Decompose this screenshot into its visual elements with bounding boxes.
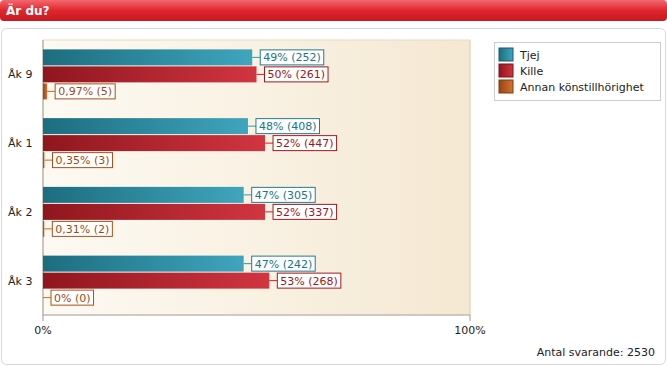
bar [43, 256, 244, 272]
label-box [277, 273, 341, 288]
bar [43, 273, 269, 289]
chart: Är du?0%100%49% (252)50% (261)0,97% (5)4… [0, 0, 667, 366]
data-label: 47% (305) [255, 189, 313, 202]
plot-area [43, 40, 470, 315]
tick-label: 100% [454, 324, 485, 337]
bar [43, 118, 248, 134]
label-connector [44, 160, 52, 161]
legend-swatch [499, 80, 513, 93]
label-connector [44, 228, 52, 229]
label-connector [252, 57, 260, 58]
label-box [52, 221, 112, 236]
bar [43, 83, 47, 99]
category-label: Åk 2 [8, 206, 32, 219]
label-box [265, 67, 329, 82]
label-connector [244, 263, 252, 264]
label-box [252, 187, 316, 202]
label-connector [47, 91, 55, 92]
label-box [273, 136, 337, 151]
data-label: 52% (447) [276, 137, 334, 150]
title: Är du? [6, 3, 50, 18]
bar [43, 66, 257, 82]
data-label: 52% (337) [276, 206, 334, 219]
label-connector [269, 280, 277, 281]
data-label: 0% (0) [54, 292, 91, 305]
data-label: 47% (242) [255, 258, 313, 271]
data-label: 49% (252) [263, 51, 321, 64]
annotation: Antal svarande: 2530 [537, 346, 655, 359]
data-labels: 49% (252) 50% (261) 0,97% (5) 48% (408) 52% … [43, 50, 341, 305]
x-axis [43, 315, 470, 316]
label-box [260, 50, 324, 65]
bar [43, 221, 44, 237]
label-connector [43, 297, 51, 298]
label-connector [244, 194, 252, 195]
tick-mark [470, 315, 471, 321]
label-connector [257, 74, 265, 75]
data-label: 0,97% (5) [58, 85, 112, 98]
legend-label: Kille [520, 65, 543, 78]
label-box [52, 153, 112, 168]
label-box [51, 290, 94, 305]
label-connector [265, 211, 273, 212]
label-box [273, 204, 337, 219]
category-label: Åk 9 [8, 68, 32, 81]
category-label: Åk 3 [8, 275, 32, 288]
legend-label: Tjej [519, 49, 540, 62]
data-label: 0,31% (2) [55, 223, 109, 236]
tick-label: 0% [34, 324, 51, 337]
data-label: 53% (268) [280, 275, 338, 288]
bar [43, 204, 265, 220]
title-bar [0, 0, 667, 21]
legend [495, 43, 661, 101]
panel [2, 29, 666, 365]
data-label: 0,35% (3) [55, 154, 109, 167]
label-connector [265, 143, 273, 144]
legend-swatch [499, 64, 513, 77]
bars [43, 49, 269, 288]
legend-label: Annan könstillhörighet [520, 81, 645, 94]
category-label: Åk 1 [8, 137, 32, 150]
legend-swatch [499, 48, 513, 61]
label-box [55, 84, 115, 99]
bar [43, 49, 252, 65]
tick-mark [43, 315, 44, 321]
data-label: 50% (261) [268, 68, 326, 81]
bar [43, 152, 44, 168]
data-label: 48% (408) [259, 120, 317, 133]
grid-line [470, 40, 471, 315]
label-box [256, 119, 320, 134]
bar [43, 135, 265, 151]
label-box [252, 256, 316, 271]
label-connector [248, 126, 256, 127]
bar [43, 187, 244, 203]
